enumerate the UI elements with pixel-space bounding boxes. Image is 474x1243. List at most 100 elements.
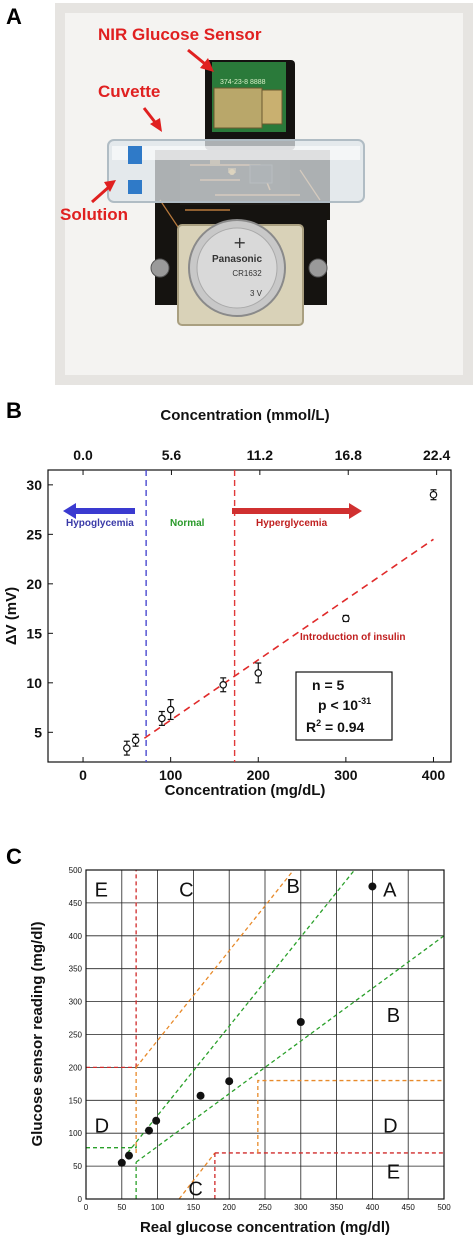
b-data-point — [131, 733, 140, 747]
b-y-axis-label: ΔV (mV) — [3, 587, 20, 645]
annotation-insulin: Introduction of insulin — [300, 632, 406, 643]
b-data-point — [342, 614, 350, 623]
c-zone-boundaries — [86, 869, 445, 1200]
annotation-solution: Solution — [60, 205, 128, 224]
c-y-tick-label: 0 — [78, 1195, 83, 1204]
b-stats-box: n = 5 p < 10-31 R2 = 0.94 — [295, 671, 393, 741]
c-y-tick-label: 200 — [69, 1063, 83, 1072]
c-y-axis-label: Glucose sensor reading (mg/dl) — [29, 921, 46, 1146]
c-x-tick-label: 50 — [117, 1203, 126, 1212]
b-top-tick-label: 0.0 — [73, 447, 93, 463]
b-marker — [342, 614, 350, 623]
b-y-tick-label: 30 — [26, 477, 42, 493]
b-top-tick-label: 5.6 — [162, 447, 182, 463]
b-top-tick-label: 16.8 — [335, 447, 362, 463]
c-y-tick-label: 450 — [69, 899, 83, 908]
svg-text:R2 = 0.94: R2 = 0.94 — [306, 718, 365, 735]
c-plot-frame — [85, 869, 445, 1200]
b-marker — [131, 736, 140, 745]
b-x-tick-label: 0 — [79, 767, 87, 783]
zone-d-right-boundary — [257, 1079, 444, 1153]
c-zone-label-d: D — [95, 1115, 109, 1137]
c-x-tick-label: 100 — [151, 1203, 165, 1212]
c-y-axis-ticks: 0 50 100 150 200 250 300 350 400 450 500 — [69, 866, 83, 1204]
b-top-axis-label: Concentration (mmol/L) — [160, 407, 329, 424]
b-data-point — [429, 489, 438, 501]
annotation-cuvette: Cuvette — [98, 82, 160, 101]
c-x-axis-ticks: 0 50 100 150 200 250 300 350 400 450 500 — [84, 1203, 451, 1212]
zone-c-lower-boundary — [178, 1152, 216, 1200]
svg-text:+: + — [233, 233, 246, 252]
c-x-tick-label: 0 — [84, 1203, 89, 1212]
c-data-point — [117, 1158, 126, 1167]
c-y-tick-label: 350 — [69, 965, 83, 974]
c-x-axis-label: Real glucose concentration (mg/dl) — [140, 1219, 390, 1236]
b-threshold-lines — [145, 470, 236, 762]
b-marker — [123, 744, 131, 752]
stat-n: n = 5 — [312, 677, 345, 693]
region-hyperglycemia: Hyperglycemia — [256, 518, 328, 529]
stat-r2-val: = 0.94 — [321, 719, 364, 735]
b-fit-line — [143, 538, 434, 739]
annotation-nir-sensor: NIR Glucose Sensor — [98, 25, 262, 44]
stat-r2: R — [306, 719, 316, 735]
panel-c: C E C B A B D D C E 0 50 100 150 200 250 300 350 400 450 5… — [6, 844, 451, 1236]
region-normal: Normal — [170, 518, 205, 529]
b-data-point — [123, 740, 131, 756]
b-x-axis-ticks: 0 100 200 300 400 — [79, 757, 445, 783]
c-y-tick-label: 100 — [69, 1129, 83, 1138]
c-data-point — [152, 1116, 161, 1125]
b-x-tick-label: 400 — [422, 767, 446, 783]
b-top-axis-ticks: 0.0 5.6 11.2 16.8 22.4 — [73, 447, 450, 475]
panel-b: B Concentration (mmol/L) 0.0 5.6 11.2 16.8 2… — [3, 398, 452, 799]
b-y-tick-label: 20 — [26, 576, 42, 592]
b-data-points — [123, 489, 438, 756]
c-zone-label-d: D — [383, 1115, 397, 1137]
zone-a-low-boundary — [86, 1143, 137, 1149]
b-x-tick-label: 100 — [159, 767, 183, 783]
c-x-tick-label: 350 — [330, 1203, 344, 1212]
solution-window-bottom — [128, 180, 142, 194]
b-x-axis-label: Concentration (mg/dL) — [165, 782, 326, 799]
c-zone-label-a: A — [383, 880, 397, 902]
c-data-point — [225, 1077, 234, 1086]
c-x-tick-label: 450 — [402, 1203, 416, 1212]
b-y-tick-label: 25 — [26, 526, 42, 542]
panel-letter-a: A — [6, 4, 22, 29]
c-y-tick-label: 150 — [69, 1096, 83, 1105]
zone-a-lower-boundary — [135, 935, 445, 1163]
c-data-point — [145, 1126, 154, 1135]
c-zone-label-b: B — [286, 876, 299, 898]
b-y-tick-label: 5 — [34, 724, 42, 740]
b-y-tick-label: 15 — [26, 625, 42, 641]
zone-a-upper-boundary — [127, 869, 356, 1154]
b-marker — [166, 705, 175, 714]
b-marker — [254, 669, 263, 677]
b-y-axis-ticks: 5 10 15 20 25 30 — [26, 477, 53, 740]
c-zone-label-e: E — [387, 1161, 400, 1183]
c-y-tick-label: 50 — [73, 1162, 82, 1171]
b-y-tick-label: 10 — [26, 675, 42, 691]
c-zone-label-c: C — [188, 1178, 202, 1200]
c-zone-labels: E C B A B D D C E — [95, 876, 400, 1201]
solution-window-top — [128, 146, 142, 164]
c-data-point — [124, 1151, 133, 1160]
chip-label: 374-23-8 8888 — [220, 79, 266, 86]
c-x-tick-label: 400 — [366, 1203, 380, 1212]
b-top-tick-label: 22.4 — [423, 447, 450, 463]
zone-c-upper-boundary — [135, 869, 295, 1068]
c-data-point — [296, 1017, 305, 1026]
c-data-point — [196, 1091, 205, 1100]
c-y-tick-label: 400 — [69, 932, 83, 941]
c-y-tick-label: 300 — [69, 998, 83, 1007]
c-y-tick-label: 250 — [69, 1031, 83, 1040]
b-region-arrows — [63, 503, 362, 519]
b-marker — [158, 714, 166, 723]
b-marker — [429, 490, 438, 499]
c-data-point — [368, 882, 377, 891]
svg-text:p < 10-31: p < 10-31 — [318, 696, 371, 713]
cuvette — [107, 139, 365, 203]
stat-r2-sup: 2 — [316, 718, 321, 728]
battery-holder: + Panasonic CR1632 3 V — [150, 219, 328, 326]
c-y-tick-label: 500 — [69, 866, 83, 875]
